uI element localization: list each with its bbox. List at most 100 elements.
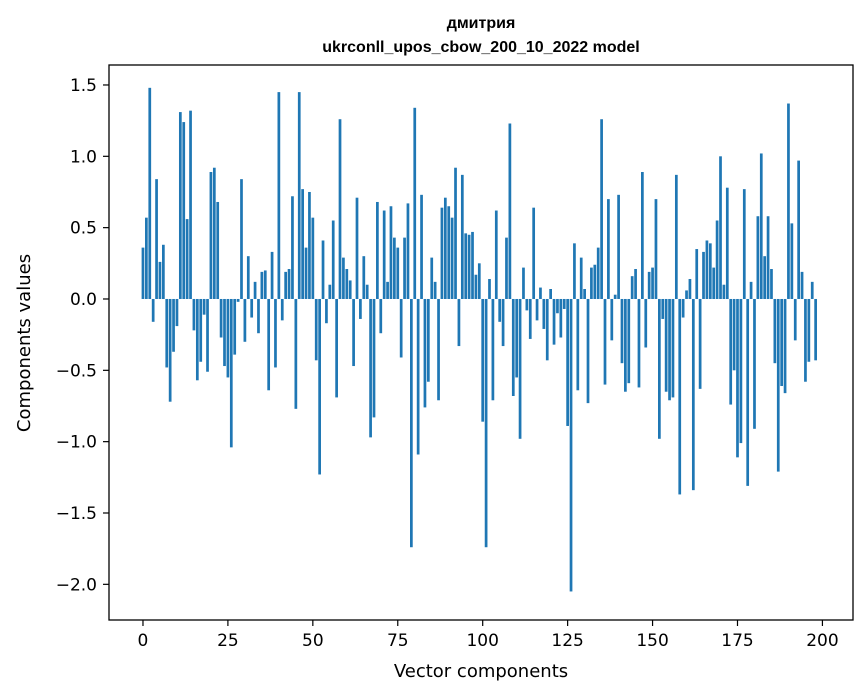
bar-37 (267, 298, 271, 391)
bar-194 (800, 271, 804, 299)
bar-27 (233, 298, 237, 355)
bar-6 (162, 244, 165, 299)
bar-151 (654, 199, 658, 299)
bar-197 (810, 281, 814, 299)
bar-128 (576, 298, 580, 391)
bar-178 (746, 298, 750, 486)
bar-58 (338, 119, 342, 299)
bar-142 (624, 298, 627, 392)
bar-35 (260, 271, 264, 299)
x-tick-label: 25 (217, 631, 239, 651)
bar-78 (406, 203, 410, 299)
bar-59 (342, 257, 345, 299)
y-tick-label: −1.0 (56, 433, 97, 453)
bar-17 (199, 298, 203, 362)
bar-52 (318, 298, 321, 475)
bar-188 (780, 298, 784, 387)
bar-84 (426, 298, 430, 382)
bar-2 (148, 87, 152, 299)
bar-160 (685, 290, 688, 299)
bar-13 (185, 219, 189, 299)
bar-92 (454, 167, 457, 299)
bar-28 (236, 298, 240, 302)
bar-152 (658, 298, 661, 439)
bar-26 (229, 298, 233, 448)
bar-108 (508, 123, 512, 299)
bar-196 (807, 298, 811, 362)
bar-153 (661, 298, 665, 319)
bar-131 (586, 298, 590, 404)
bar-179 (749, 281, 753, 299)
bar-150 (651, 267, 654, 299)
bar-5 (158, 261, 162, 299)
bar-21 (212, 167, 216, 299)
bar-93 (457, 298, 461, 347)
bar-7 (165, 298, 169, 368)
bar-76 (399, 298, 403, 358)
bar-series (141, 87, 817, 592)
bar-43 (287, 269, 291, 299)
bar-79 (410, 298, 413, 548)
x-tick-label: 175 (721, 631, 753, 651)
bar-132 (590, 267, 593, 299)
bar-155 (668, 298, 671, 401)
bar-20 (209, 172, 213, 299)
bar-113 (525, 298, 529, 311)
bar-55 (328, 284, 332, 299)
bar-97 (471, 231, 474, 299)
bar-169 (715, 220, 719, 299)
bar-83 (423, 298, 427, 408)
x-tick-label: 125 (551, 631, 583, 651)
bar-33 (253, 281, 257, 299)
bar-119 (545, 298, 549, 361)
bar-143 (627, 298, 631, 384)
bar-51 (314, 298, 318, 361)
bar-161 (688, 279, 692, 299)
bar-111 (518, 298, 522, 439)
bar-134 (596, 247, 600, 299)
bar-126 (569, 298, 573, 592)
bar-163 (695, 249, 699, 299)
bar-94 (460, 174, 464, 299)
bar-112 (522, 267, 525, 299)
bar-77 (403, 237, 406, 299)
bar-30 (243, 298, 247, 342)
bar-177 (742, 189, 746, 299)
bar-86 (433, 281, 437, 299)
bar-154 (664, 298, 668, 392)
bar-67 (369, 298, 372, 438)
y-tick-label: 1.5 (70, 76, 97, 96)
bar-129 (579, 257, 583, 299)
bar-124 (562, 298, 566, 309)
bar-60 (345, 269, 349, 299)
bar-96 (467, 234, 471, 299)
bar-100 (481, 298, 485, 422)
x-axis-ticks: 0 25 50 75 100 125 150 175 200 (138, 620, 839, 651)
bar-156 (671, 298, 675, 398)
bar-120 (549, 289, 552, 299)
bar-10 (175, 298, 179, 327)
bar-118 (542, 298, 546, 329)
y-tick-label: 1.0 (70, 147, 97, 167)
bar-89 (443, 197, 447, 299)
bar-198 (814, 298, 817, 361)
bar-166 (705, 240, 709, 299)
bar-130 (583, 289, 586, 299)
y-tick-label: −0.5 (56, 361, 97, 381)
bar-181 (756, 216, 760, 299)
bar-75 (396, 247, 400, 299)
bar-54 (325, 298, 328, 324)
bar-101 (484, 298, 488, 548)
bar-182 (759, 153, 763, 299)
bar-70 (379, 298, 383, 334)
bar-138 (610, 298, 614, 341)
bar-87 (437, 298, 440, 401)
bar-40 (277, 92, 281, 299)
bar-62 (352, 298, 355, 367)
y-tick-label: 0.5 (70, 219, 97, 239)
bar-65 (362, 256, 366, 299)
bar-48 (304, 247, 308, 299)
bar-47 (301, 189, 304, 299)
bar-18 (202, 298, 206, 315)
bar-19 (206, 298, 209, 372)
